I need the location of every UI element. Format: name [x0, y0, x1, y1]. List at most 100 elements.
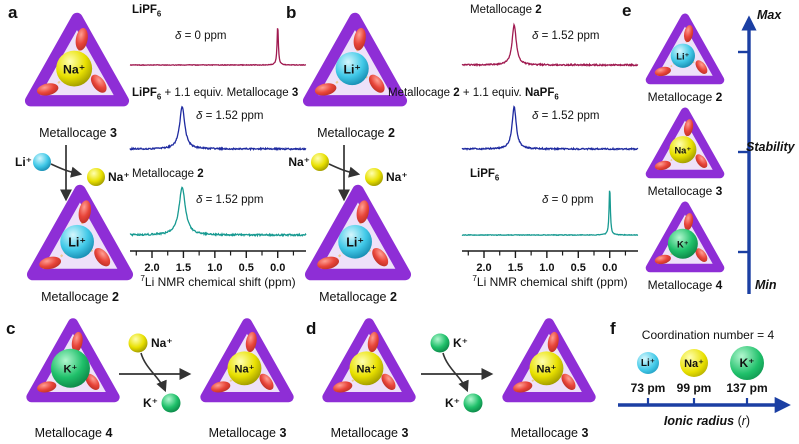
coordination-number-title: Coordination number = 4: [641, 328, 775, 342]
metallocage-graphic-e3: K⁺: [642, 198, 728, 278]
incoming-ion-label: K⁺: [453, 336, 468, 350]
metallocage-caption: Metallocage 3: [208, 426, 287, 440]
guest-ion-sphere: [338, 224, 372, 259]
nmr-spectrum: [129, 28, 307, 67]
spectrum-title: Metallocage 2 + 1.1 equiv. NaPF6: [388, 87, 559, 102]
delta-annotation: δ = 1.52 ppm: [532, 30, 600, 42]
na-ion-ball: Na⁺: [680, 349, 708, 377]
svg-text:0.5: 0.5: [571, 262, 586, 274]
metallocage-caption: Metallocage 4: [647, 278, 723, 292]
ion-exchange-scheme-b: Na⁺ Na⁺: [288, 145, 408, 202]
metallocage-graphic-a-bottom: Li⁺: [22, 180, 138, 288]
stability-axis: [738, 15, 757, 294]
metallocage-graphic-d-left: Na⁺: [318, 314, 420, 409]
stability-max-label: Max: [757, 8, 782, 22]
outgoing-ion-sphere: [87, 168, 105, 186]
incoming-ion-label: Na⁺: [151, 336, 173, 350]
guest-ion-sphere: [60, 224, 94, 259]
spectrum-title: LiPF6: [132, 4, 162, 19]
outgoing-ion-label: K⁺: [143, 396, 158, 410]
nmr-spectrum: [461, 190, 639, 237]
li-ion-symbol: Li⁺: [640, 357, 656, 369]
metallocage-graphic-d-right: Na⁺: [498, 314, 600, 409]
svg-text:0.0: 0.0: [602, 262, 617, 274]
exchange-curve-arrow: [50, 163, 83, 178]
guest-ion-label: Li⁺: [343, 62, 360, 76]
guest-ion-sphere: [667, 228, 698, 259]
ionic-radius-axis: [618, 396, 791, 414]
metallocage-graphic-c-right: Na⁺: [196, 314, 298, 409]
guest-ion-sphere: [670, 43, 695, 68]
incoming-ion-sphere: [128, 333, 148, 353]
incoming-ion-label: Li⁺: [15, 155, 32, 169]
nmr-axis: 2.0 1.5 1.0 0.5 0.0: [130, 250, 306, 274]
outgoing-ion-sphere: [463, 393, 483, 413]
guest-ion-sphere: [669, 136, 697, 164]
metallocage-caption: Metallocage 4: [34, 426, 113, 440]
spectrum-title: Metallocage 2: [470, 4, 542, 16]
ion-exchange-scheme-c: Na⁺ K⁺: [119, 333, 192, 413]
metallocage-caption: Metallocage 2: [317, 126, 395, 140]
outgoing-ion-label: Na⁺: [108, 170, 130, 184]
outgoing-ion-sphere: [365, 168, 383, 186]
na-ion-symbol: Na⁺: [684, 357, 704, 370]
panel-e-label: e: [622, 1, 632, 20]
metallocage-caption: Metallocage 3: [330, 426, 409, 440]
nmr-axis: 2.0 1.5 1.0 0.5 0.0: [462, 250, 638, 274]
svg-text:2.0: 2.0: [476, 262, 491, 274]
metallocage-graphic-b-bottom: Li⁺: [300, 180, 416, 288]
incoming-ion-sphere: [430, 333, 450, 353]
panel-d-label: d: [306, 319, 317, 338]
guest-ion-sphere: [227, 351, 262, 386]
metallocage-caption: Metallocage 3: [510, 426, 589, 440]
svg-text:1.5: 1.5: [508, 262, 523, 274]
delta-annotation: δ = 1.52 ppm: [532, 110, 600, 122]
metallocage-graphic-e1: Li⁺: [642, 10, 728, 90]
guest-ion-label: Na⁺: [537, 364, 557, 376]
metallocage-caption: Metallocage 3: [647, 184, 723, 198]
delta-annotation: δ = 0 ppm: [542, 194, 594, 206]
svg-text:1.5: 1.5: [176, 262, 191, 274]
spectrum-title: LiPF6: [470, 168, 500, 183]
nmr-spectrum: [129, 186, 307, 238]
spectrum-title: Metallocage 2: [132, 168, 204, 180]
ionic-radius-label: Ionic radius (r): [663, 414, 751, 428]
guest-ion-sphere: [349, 351, 384, 386]
exchange-curve-arrow: [140, 352, 167, 393]
incoming-ion-sphere: [311, 153, 329, 171]
nmr-axis-label: 7Li NMR chemical shift (ppm): [472, 274, 628, 289]
metallocage-graphic-c-left: K⁺: [22, 314, 124, 409]
delta-annotation: δ = 1.52 ppm: [196, 110, 264, 122]
outgoing-ion-label: K⁺: [445, 396, 460, 410]
guest-ion-label: Li⁺: [68, 236, 86, 250]
metallocage-caption: Metallocage 2: [41, 290, 119, 304]
spectrum-title: LiPF6 + 1.1 equiv. Metallocage 3: [132, 87, 299, 102]
metallocage-caption: Metallocage 2: [647, 90, 723, 104]
k-ion-ball: K⁺: [730, 346, 764, 380]
metallocage-caption: Metallocage 3: [39, 126, 117, 140]
nmr-spectrum: [129, 105, 307, 152]
svg-text:0.5: 0.5: [239, 262, 254, 274]
guest-ion-label: Na⁺: [235, 364, 255, 376]
exchange-curve-arrow: [442, 352, 469, 393]
stability-mid-label: Stability: [746, 140, 795, 154]
ion-exchange-scheme-d: K⁺ K⁺: [421, 333, 494, 413]
guest-ion-label: K⁺: [64, 364, 78, 376]
guest-ion-sphere: [335, 52, 369, 86]
guest-ion-sphere: [56, 50, 93, 87]
li-radius-value: 73 pm: [630, 381, 666, 395]
li-ion-ball: Li⁺: [637, 352, 659, 374]
incoming-ion-sphere: [33, 153, 51, 171]
delta-annotation: δ = 0 ppm: [175, 30, 227, 42]
metallocage-graphic-b-top: Li⁺: [298, 8, 412, 114]
panel-f-label: f: [610, 319, 616, 338]
nmr-spectrum: [461, 105, 639, 152]
panel-b-label: b: [286, 3, 297, 22]
guest-ion-label: Na⁺: [357, 364, 377, 376]
delta-annotation: δ = 1.52 ppm: [196, 194, 264, 206]
metallocage-graphic-a-top: Na⁺: [20, 8, 134, 114]
guest-ion-label: Li⁺: [346, 236, 364, 250]
guest-ion-label: Na⁺: [674, 145, 691, 155]
svg-text:1.0: 1.0: [207, 262, 222, 274]
k-radius-value: 137 pm: [726, 381, 768, 395]
